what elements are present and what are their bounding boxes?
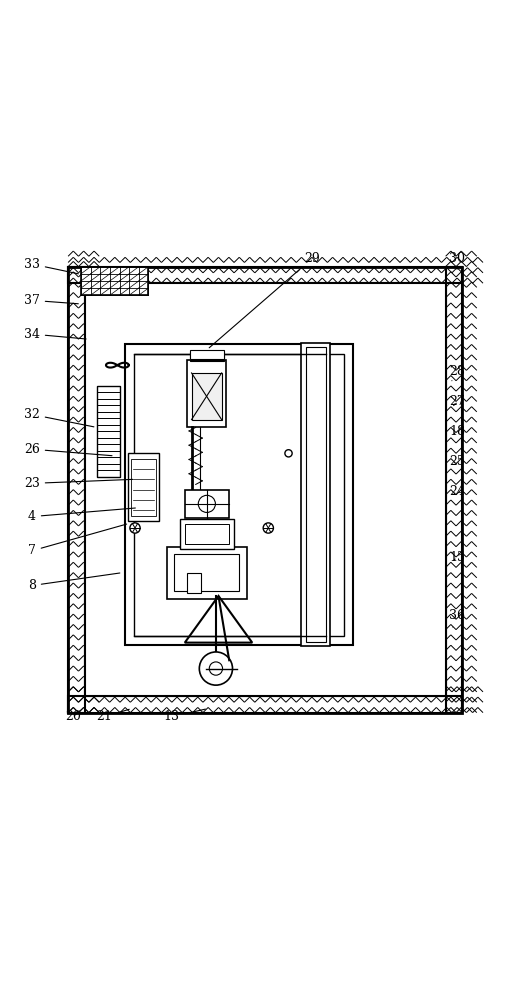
Text: 13: 13 <box>164 709 205 723</box>
Text: 30: 30 <box>449 252 465 269</box>
Bar <box>68 267 462 283</box>
Text: 24: 24 <box>449 485 465 498</box>
Bar <box>446 267 462 713</box>
Circle shape <box>209 662 223 675</box>
Bar <box>190 352 224 361</box>
Bar <box>187 573 201 593</box>
Bar <box>135 354 344 636</box>
Bar <box>191 373 222 420</box>
Bar <box>68 696 462 713</box>
Bar <box>185 490 229 518</box>
Text: 33: 33 <box>24 258 79 274</box>
Bar <box>68 267 85 713</box>
Bar <box>68 267 462 713</box>
Circle shape <box>263 523 274 533</box>
Text: 20: 20 <box>66 710 81 723</box>
Text: 29: 29 <box>209 252 320 348</box>
Bar <box>179 519 234 549</box>
Bar <box>302 343 330 646</box>
Bar <box>185 524 229 544</box>
Bar <box>128 453 159 521</box>
Text: 26: 26 <box>24 443 112 456</box>
Bar <box>306 347 326 642</box>
Text: 37: 37 <box>24 294 79 307</box>
Bar <box>174 554 239 591</box>
Bar <box>446 267 462 713</box>
Text: 8: 8 <box>28 573 120 592</box>
Circle shape <box>285 450 292 457</box>
Bar <box>190 350 224 359</box>
Bar <box>131 459 156 516</box>
Circle shape <box>130 523 140 533</box>
Bar <box>68 267 462 283</box>
Text: 21: 21 <box>97 709 129 723</box>
Bar <box>191 427 200 505</box>
Bar <box>187 360 226 427</box>
Text: 28: 28 <box>449 365 465 381</box>
Bar <box>97 386 120 477</box>
Bar <box>125 344 354 645</box>
Text: 36: 36 <box>449 609 465 627</box>
Text: 32: 32 <box>24 408 94 427</box>
Text: 15: 15 <box>449 551 465 564</box>
Bar <box>81 267 149 295</box>
Text: 23: 23 <box>24 477 133 490</box>
Circle shape <box>199 652 232 685</box>
Text: 7: 7 <box>28 524 127 557</box>
Text: 25: 25 <box>449 455 465 468</box>
Text: 4: 4 <box>28 508 135 523</box>
Text: 18: 18 <box>449 425 465 438</box>
Text: 27: 27 <box>449 395 465 408</box>
Bar <box>85 283 446 696</box>
Bar <box>166 547 247 599</box>
Bar <box>68 267 85 713</box>
Bar <box>68 696 462 713</box>
Text: 34: 34 <box>24 328 86 341</box>
